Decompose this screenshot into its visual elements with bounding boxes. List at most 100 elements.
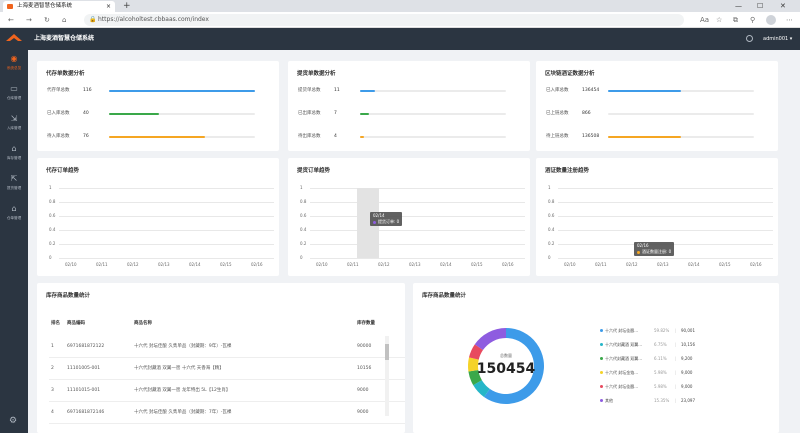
- settings-gear-icon[interactable]: ⚙: [9, 416, 18, 426]
- favorite-icon[interactable]: ☆: [716, 16, 723, 24]
- grid-line: [558, 202, 773, 203]
- inventory-table-card: 库存商品数量统计 排名 商品编码 商品名称 库存数量 1 697168187212…: [37, 283, 405, 433]
- donut-slice[interactable]: [469, 344, 483, 360]
- stat-value: 11: [334, 88, 340, 93]
- stat-row: 待入库总数 76: [47, 133, 277, 141]
- legend-separator: |: [675, 398, 677, 403]
- collections-icon[interactable]: ⧉: [733, 16, 738, 24]
- legend-item[interactable]: 十六代 封坛佳酿... 5.98% | 9,000: [600, 382, 790, 394]
- card-title: 区块链酒证数据分析: [545, 71, 595, 77]
- legend-item[interactable]: 其他 15.35% | 23,097: [600, 396, 790, 408]
- sidebar-item-warehouse[interactable]: ▭ 仓库管理: [0, 80, 28, 108]
- code-cell: 6971681872122: [67, 344, 105, 349]
- stat-bar-fill: [109, 113, 159, 115]
- tab-close-icon[interactable]: ×: [105, 3, 111, 10]
- x-tick-label: 02/12: [626, 262, 638, 267]
- legend-value: 10,156: [681, 342, 695, 347]
- chart-tooltip: 02/16 酒证数量注册: 0: [634, 242, 675, 256]
- sidebar-item-receipt[interactable]: ⌂ 仓单管理: [0, 200, 28, 228]
- code-cell: 11101015-001: [67, 388, 101, 393]
- line-chart[interactable]: 0 0.2 0.4 0.6 0.8 1 02/10 02/11 02/12 02/13 02/14 0…: [49, 186, 274, 276]
- sidebar-item-label: 系统总览: [6, 66, 22, 70]
- legend-separator: |: [675, 384, 677, 389]
- y-tick-label: 0.4: [548, 227, 555, 232]
- table-row[interactable]: 2 11101005-001 十六代封藏酒 双翼一窖 十六代 天香海【精】 10156: [49, 358, 405, 380]
- card-title: 库存商品数量统计: [422, 293, 467, 299]
- legend-item[interactable]: 十六代 封坛佳酿... 59.82% | 90,001: [600, 326, 790, 338]
- help-icon[interactable]: [746, 35, 753, 42]
- url-field[interactable]: 🔒 https://alcoholtest.cbbaas.com/index: [84, 14, 684, 26]
- maximize-icon[interactable]: ☐: [757, 2, 764, 10]
- code-cell: 11101005-001: [67, 366, 101, 371]
- x-tick-label: 02/10: [564, 262, 576, 267]
- stat-bar-track: [360, 90, 506, 92]
- sidebar-item-pickup[interactable]: ⇱ 提货管理: [0, 170, 28, 198]
- table-row[interactable]: 3 11101015-001 十六代封藏酒 双翼一窖 龙年特出 5L【12生肖】 90…: [49, 380, 405, 402]
- inbound-icon: ⇲: [10, 114, 18, 123]
- stat-bar-fill: [109, 136, 206, 138]
- sidebar-item-inventory[interactable]: ⌂ 库存管理: [0, 140, 28, 168]
- browser-menu-icon[interactable]: ⋯: [786, 16, 793, 24]
- browser-profile-avatar[interactable]: [766, 15, 776, 25]
- x-tick-label: 02/11: [595, 262, 607, 267]
- y-tick-label: 0.8: [548, 199, 555, 204]
- donut-slice[interactable]: [468, 357, 479, 372]
- window-close-icon[interactable]: ✕: [780, 2, 786, 10]
- forward-icon[interactable]: →: [26, 16, 32, 24]
- back-icon[interactable]: ←: [8, 16, 14, 24]
- stat-bar-track: [608, 90, 754, 92]
- home-icon: ◉: [10, 54, 18, 63]
- line-chart[interactable]: 0 0.2 0.4 0.6 0.8 1 02/10 02/11 02/12 02/13 02/14 0…: [300, 186, 525, 276]
- stat-label: 待上链总数: [546, 134, 569, 139]
- donut-slice[interactable]: [474, 328, 506, 351]
- new-tab-button[interactable]: +: [123, 1, 131, 11]
- sidebar-item-label: 提货管理: [6, 186, 22, 190]
- card-title: 提货单数据分析: [297, 71, 336, 77]
- username: admin001: [763, 36, 789, 42]
- legend-name: 十六代封藏酒 双翼...: [605, 342, 643, 347]
- x-tick-label: 02/15: [220, 262, 232, 267]
- stat-bar-track: [608, 113, 754, 115]
- x-tick-label: 02/10: [316, 262, 328, 267]
- home-nav-icon[interactable]: ⌂: [62, 16, 67, 24]
- donut-slice[interactable]: [468, 370, 482, 386]
- sidebar-item-overview[interactable]: ◉ 系统总览: [0, 50, 28, 78]
- x-tick-label: 02/15: [719, 262, 731, 267]
- user-menu[interactable]: admin001 ▾: [763, 36, 793, 42]
- x-tick-label: 02/11: [96, 262, 108, 267]
- minimize-icon[interactable]: —: [735, 2, 742, 10]
- stat-label: 已入库总数: [47, 111, 70, 116]
- refresh-icon[interactable]: ↻: [44, 16, 50, 24]
- reader-icon[interactable]: Aa: [700, 16, 710, 24]
- donut-chart[interactable]: [463, 323, 549, 409]
- col-header-name: 商品名称: [134, 321, 152, 326]
- grid-line: [59, 188, 274, 189]
- scrollbar-thumb[interactable]: [385, 344, 389, 360]
- line-chart[interactable]: 0 0.2 0.4 0.6 0.8 1 02/10 02/11 02/12 02/13 02/14 0…: [548, 186, 773, 276]
- table-row[interactable]: 4 6971681872146 十六代 封坛佳酿 久隽单品（封藏期：7年）-瓦裸 90…: [49, 402, 405, 424]
- legend-value: 9,000: [681, 384, 693, 389]
- legend-dot-icon: [600, 329, 603, 332]
- tooltip-series-value: 0: [668, 249, 672, 254]
- pie-chart-card: 库存商品数量统计 总数量 150454: [413, 283, 779, 433]
- grid-line: [59, 216, 274, 217]
- hover-band: [357, 188, 379, 258]
- stat-row: 已入库总数 40: [47, 110, 277, 118]
- series-dot-icon: [637, 250, 640, 254]
- table-scrollbar[interactable]: [385, 336, 389, 416]
- browser-tab[interactable]: 上海麦酒智慧仓储系统 ×: [3, 1, 115, 12]
- stat-bar-fill: [360, 136, 365, 138]
- grid-line: [310, 230, 525, 231]
- extensions-icon[interactable]: ⚲: [750, 16, 756, 24]
- donut-slice[interactable]: [473, 380, 490, 397]
- y-tick-label: 0: [548, 255, 551, 260]
- legend-item[interactable]: 十六代 封坛金箔... 5.98% | 9,000: [600, 368, 790, 380]
- legend-item[interactable]: 十六代封藏酒 双翼... 6.11% | 9,200: [600, 354, 790, 366]
- grid-line: [558, 216, 773, 217]
- stat-value: 136454: [582, 88, 600, 93]
- table-row[interactable]: 1 6971681872122 十六代 封坛佳酿 久隽单品（封藏期：9年）-瓦裸 90…: [49, 336, 405, 358]
- donut-slice[interactable]: [484, 328, 544, 404]
- legend-item[interactable]: 十六代封藏酒 双翼... 6.75% | 10,156: [600, 340, 790, 352]
- legend-separator: |: [675, 328, 677, 333]
- sidebar-item-inbound[interactable]: ⇲ 入库管理: [0, 110, 28, 138]
